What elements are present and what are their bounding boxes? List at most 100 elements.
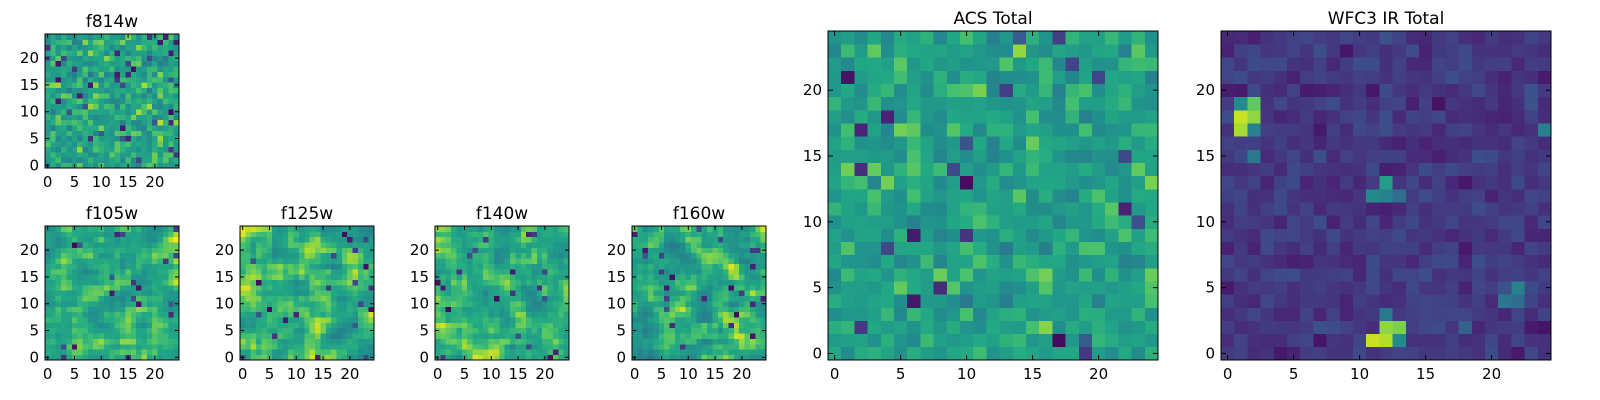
heatmap-cell — [168, 311, 175, 318]
heatmap-cell — [1287, 96, 1301, 111]
heatmap-cell — [728, 349, 735, 356]
heatmap-cell — [1273, 254, 1288, 269]
heatmap-cell — [1445, 149, 1459, 163]
heatmap-cell — [483, 311, 489, 318]
y-tick-label: 15 — [1196, 147, 1215, 165]
heatmap-cell — [547, 279, 554, 286]
heatmap-cell — [755, 242, 762, 248]
heatmap-cell — [563, 333, 570, 339]
heatmap-cell — [325, 226, 332, 232]
heatmap-cell — [93, 55, 99, 62]
heatmap-cell — [749, 301, 756, 307]
heatmap-cell — [1052, 254, 1066, 269]
heatmap-cell — [1537, 31, 1552, 45]
heatmap-cell — [173, 290, 180, 297]
heatmap-cell — [933, 123, 948, 137]
heatmap-cell — [77, 60, 83, 67]
heatmap-cell — [173, 338, 180, 345]
heatmap-cell — [146, 284, 153, 291]
heatmap-cell — [120, 39, 126, 46]
heatmap-cell — [685, 236, 692, 243]
heatmap-cell — [542, 247, 548, 254]
heatmap-cell — [1498, 70, 1512, 85]
heatmap-cell — [960, 57, 974, 71]
heatmap-cell — [256, 268, 262, 275]
heatmap-cell — [352, 333, 359, 339]
heatmap-cell — [141, 82, 148, 88]
heatmap-cell — [261, 226, 268, 232]
heatmap-cell — [341, 236, 348, 243]
heatmap-cell — [1511, 57, 1525, 71]
heatmap-cell — [690, 338, 697, 345]
heatmap-cell — [739, 311, 745, 318]
heatmap-cell — [1260, 320, 1275, 335]
heatmap-cell — [1012, 294, 1027, 308]
heatmap-cell — [146, 252, 153, 259]
heatmap-cell — [547, 306, 554, 313]
heatmap-cell — [1287, 136, 1301, 150]
heatmap-cell — [456, 333, 463, 339]
heatmap-cell — [309, 258, 316, 264]
heatmap-cell — [520, 290, 527, 297]
heatmap-cell — [55, 354, 62, 361]
heatmap-cell — [256, 290, 262, 297]
heatmap-cell — [728, 258, 735, 264]
heatmap-cell — [723, 258, 729, 264]
heatmap-cell — [1012, 215, 1027, 229]
heatmap-cell — [510, 290, 516, 297]
heatmap-cell — [510, 301, 516, 307]
heatmap-cell — [531, 295, 538, 302]
heatmap-cell — [1300, 123, 1314, 137]
heatmap-cell — [744, 258, 751, 264]
heatmap-cell — [461, 306, 468, 313]
heatmap-cell — [120, 343, 126, 350]
heatmap-cell — [157, 44, 164, 51]
heatmap-cell — [1092, 70, 1106, 85]
heatmap-cell — [1419, 175, 1433, 190]
heatmap-cell — [674, 333, 681, 339]
heatmap-cell — [642, 231, 649, 238]
heatmap-cell — [1458, 31, 1473, 45]
heatmap-cell — [77, 231, 83, 238]
heatmap-cell — [1273, 31, 1288, 45]
heatmap-cell — [336, 306, 343, 313]
heatmap-cell — [250, 263, 257, 270]
heatmap-cell — [61, 44, 67, 51]
heatmap-cell — [1511, 44, 1525, 58]
heatmap-cell — [240, 284, 246, 291]
heatmap-cell — [71, 349, 78, 356]
heatmap-cell — [1118, 57, 1132, 71]
heatmap-cell — [1052, 44, 1066, 58]
heatmap-cell — [520, 231, 527, 238]
heatmap-cell — [157, 317, 164, 323]
heatmap-cell — [120, 333, 126, 339]
heatmap-cell — [669, 284, 676, 291]
heatmap-cell — [130, 44, 137, 51]
heatmap-cell — [648, 247, 654, 254]
heatmap-cell — [341, 338, 348, 345]
heatmap-cell — [136, 34, 142, 40]
heatmap-cell — [440, 284, 447, 291]
heatmap-cell — [1392, 31, 1407, 45]
heatmap-cell — [739, 263, 745, 270]
heatmap-cell — [136, 109, 142, 115]
heatmap-cell — [1221, 96, 1235, 111]
heatmap-cell — [50, 39, 57, 46]
heatmap-cell — [61, 130, 67, 137]
heatmap-cell — [642, 268, 649, 275]
heatmap-cell — [50, 34, 57, 40]
heatmap-cell — [499, 231, 506, 238]
heatmap-cell — [50, 146, 57, 153]
heatmap-cell — [680, 317, 686, 323]
heatmap-cell — [61, 76, 67, 83]
heatmap-cell — [690, 327, 697, 334]
heatmap-cell — [1485, 294, 1499, 308]
heatmap-cell — [1260, 188, 1275, 203]
heatmap-cell — [558, 252, 565, 259]
heatmap-cell — [880, 162, 895, 177]
heatmap-cell — [960, 228, 974, 242]
heatmap-cell — [648, 311, 654, 318]
heatmap-cell — [854, 254, 868, 269]
heatmap-cell — [98, 247, 105, 254]
heatmap-cell — [1419, 162, 1433, 177]
